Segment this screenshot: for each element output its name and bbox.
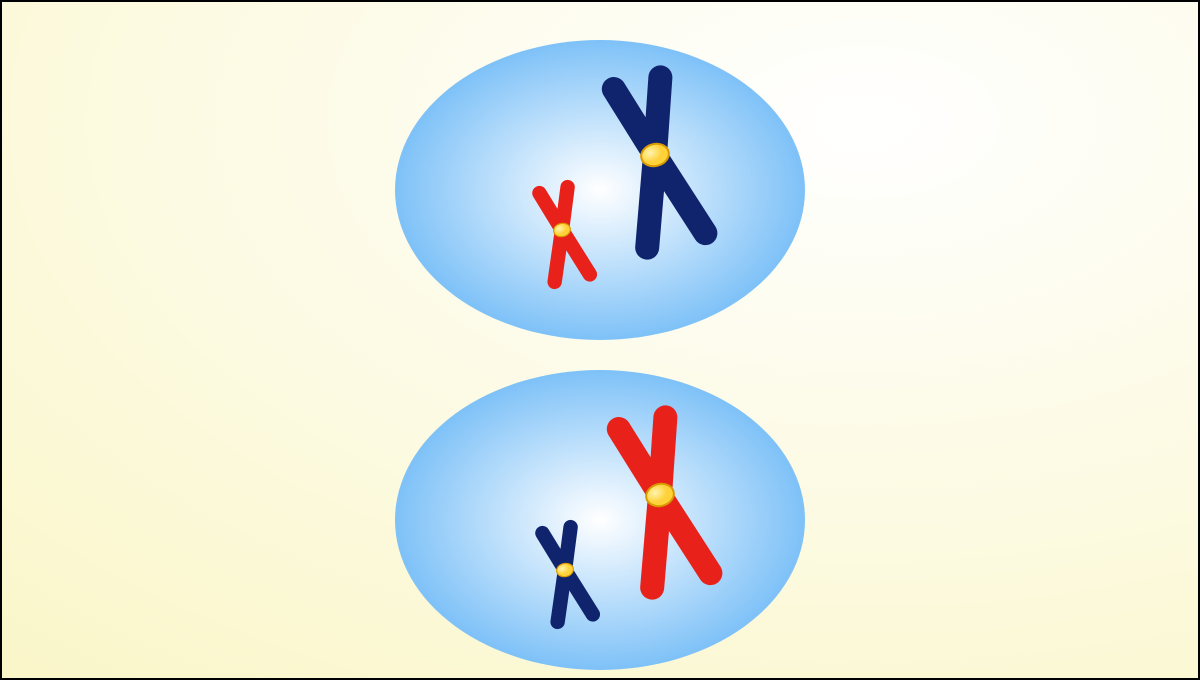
cell-membrane xyxy=(395,370,805,670)
cell-division-diagram xyxy=(0,0,1200,680)
cell xyxy=(395,40,805,340)
cell-membrane xyxy=(395,40,805,340)
cell xyxy=(395,370,805,670)
diagram-canvas xyxy=(0,0,1200,680)
